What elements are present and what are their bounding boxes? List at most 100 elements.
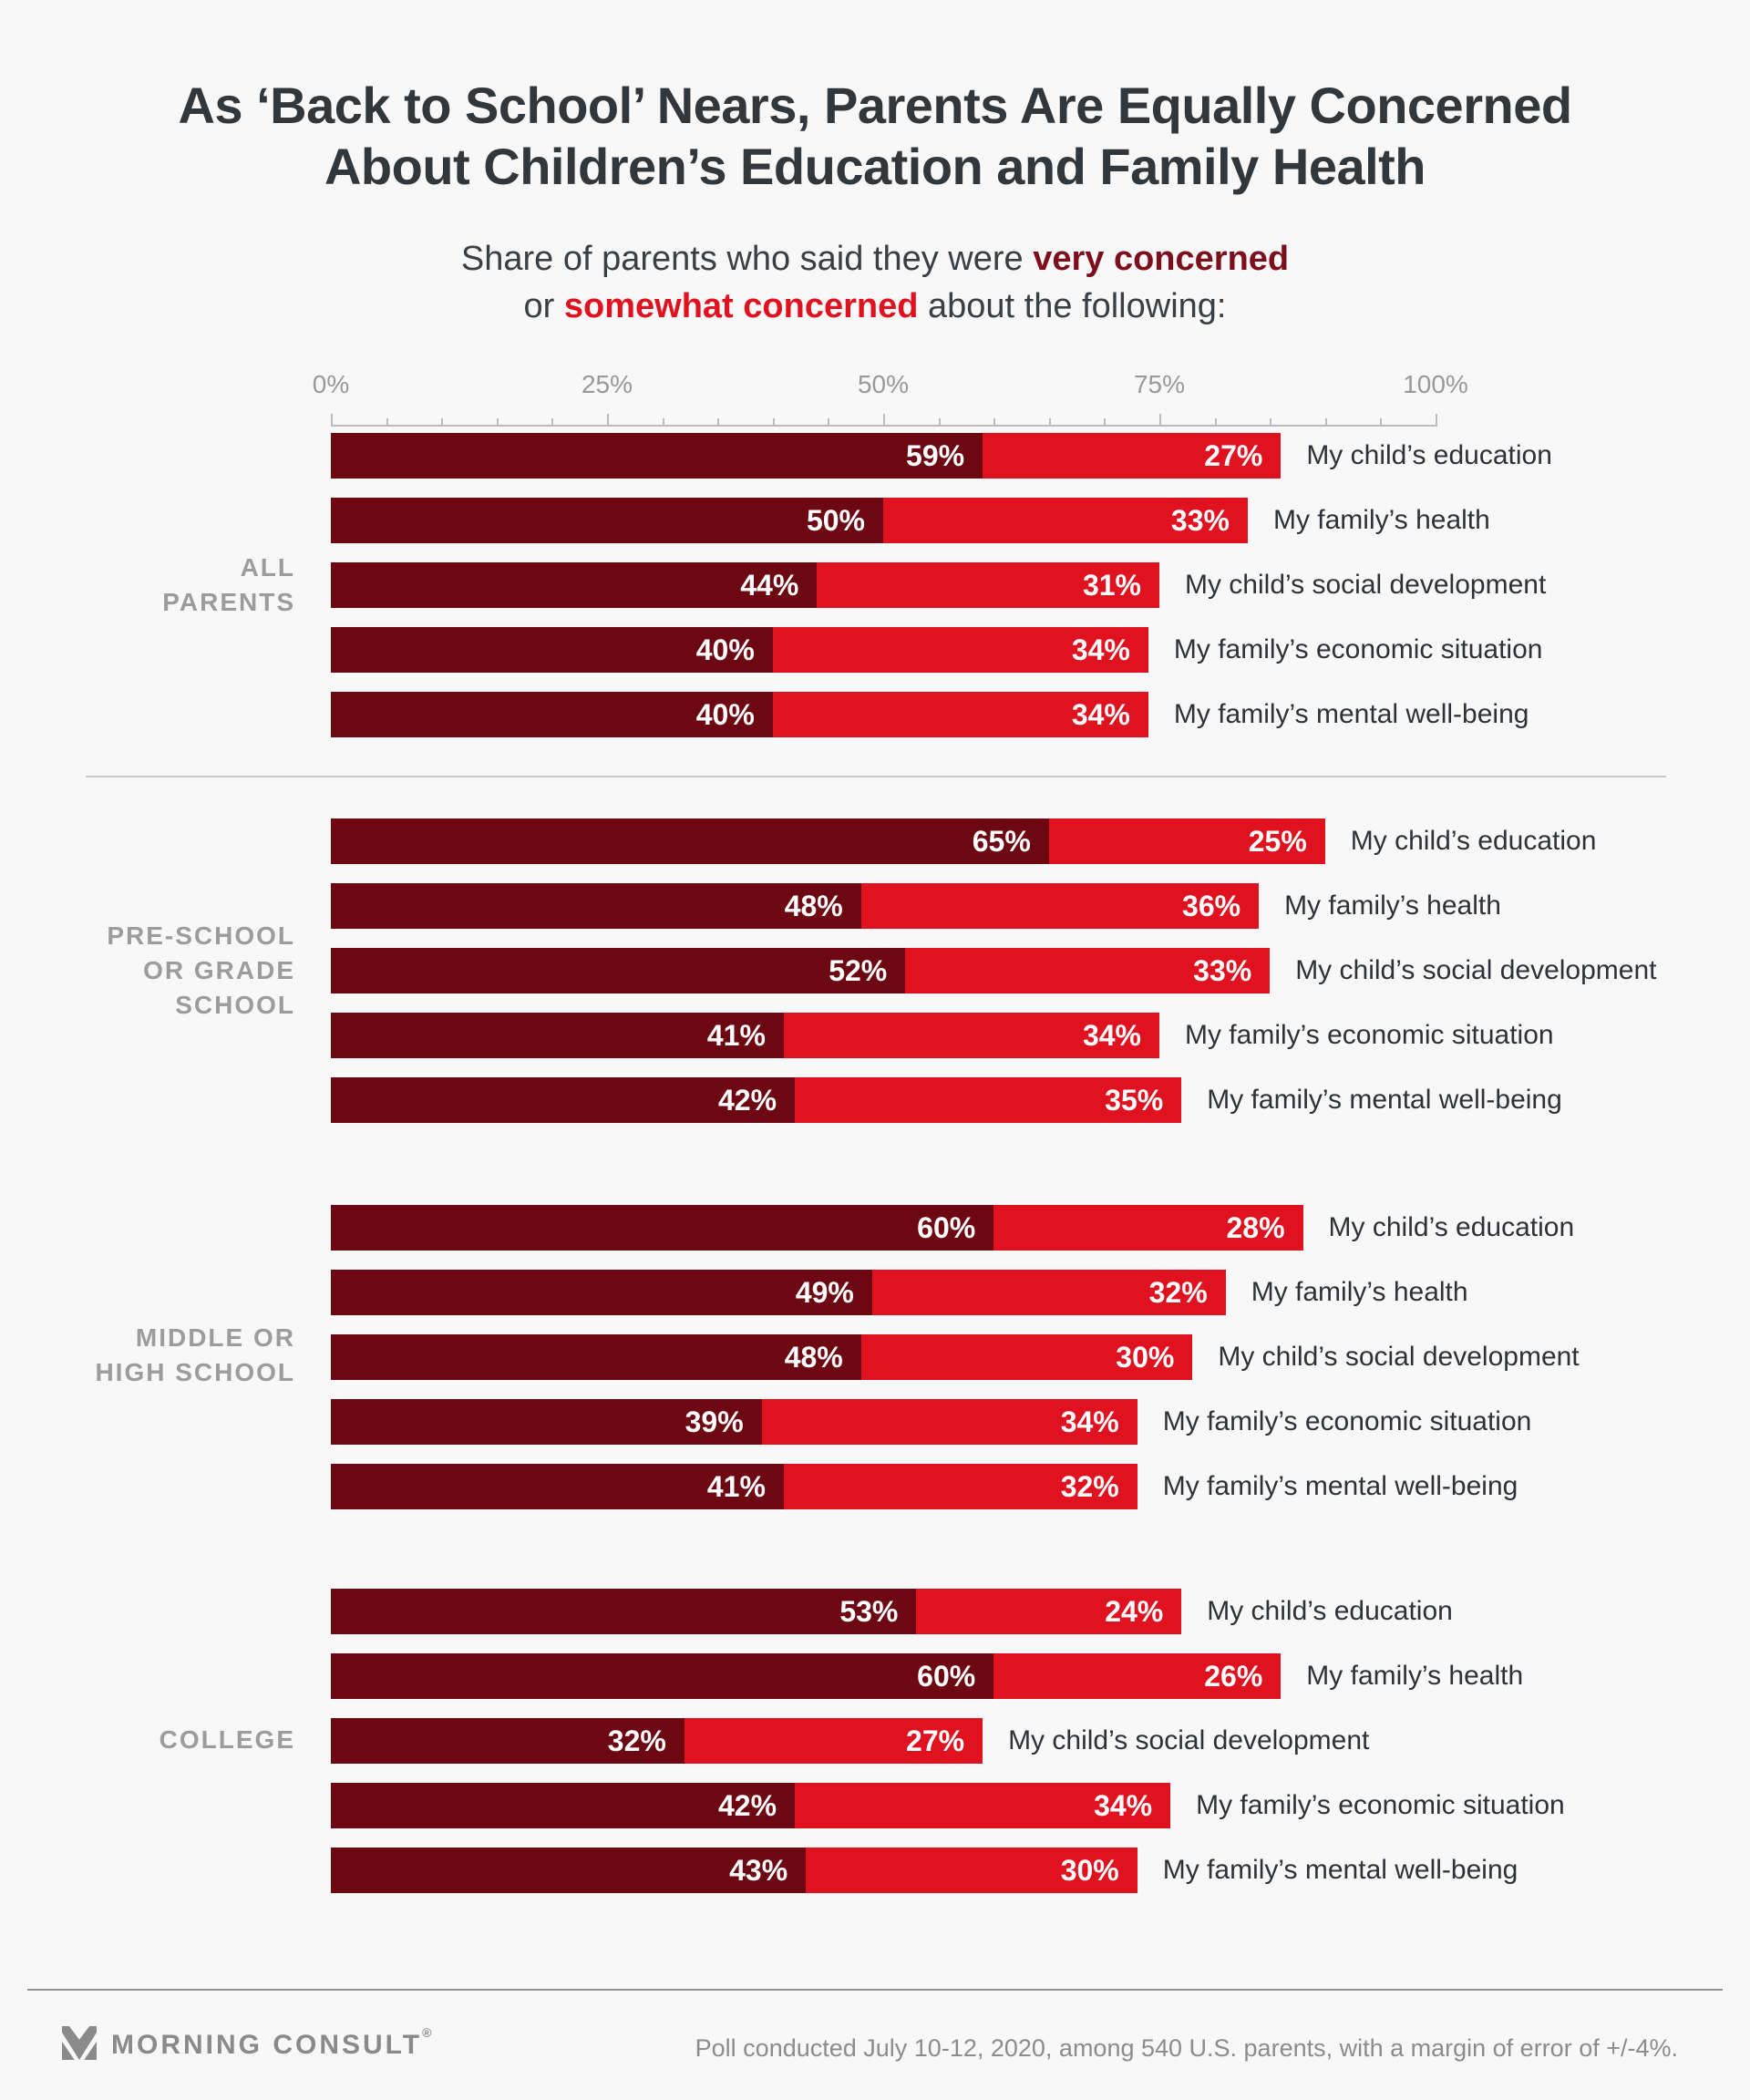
title-line-1: As ‘Back to School’ Nears, Parents Are E… — [178, 77, 1572, 134]
axis-tick — [1214, 418, 1217, 425]
bar-row: 40% 34% My family’s mental well-being — [331, 692, 1529, 737]
axis-tick-label: 50% — [857, 370, 910, 398]
bar-row: 32% 27% My child’s social development — [331, 1718, 1369, 1764]
bar-row: 65% 25% My child’s education — [331, 818, 1596, 864]
bar-row: 42% 34% My family’s economic situation — [331, 1783, 1565, 1828]
bar-segment-very: 48% — [331, 1334, 861, 1380]
bar-value-very: 40% — [695, 633, 755, 666]
axis-tick — [662, 418, 664, 425]
axis-tick — [828, 418, 830, 425]
subtitle-accent-somewhat: somewhat concerned — [563, 287, 919, 325]
bar-category-label: My child’s social development — [1295, 955, 1657, 985]
bar-segment-very: 41% — [331, 1013, 784, 1058]
subtitle-line-2: or somewhat concerned about the followin… — [0, 283, 1750, 330]
bar-value-somewhat: 28% — [1226, 1210, 1285, 1244]
bar-segment-somewhat: 34% — [783, 1013, 1159, 1058]
bar-segment-somewhat: 27% — [983, 433, 1282, 479]
bar-category-label: My child’s social development — [1184, 570, 1547, 600]
bar-segment-very: 42% — [331, 1077, 796, 1123]
bar-category-label: My child’s social development — [1008, 1725, 1370, 1755]
bar-segment-very: 52% — [331, 948, 906, 993]
subtitle-text: about the following: — [918, 287, 1227, 325]
bar-segment-very: 53% — [331, 1589, 917, 1634]
bar-segment-very: 41% — [331, 1464, 784, 1509]
brand-logo: MORNING CONSULT® — [62, 2025, 431, 2061]
bar-segment-very: 60% — [331, 1205, 994, 1251]
bar-segment-very: 43% — [331, 1848, 807, 1893]
bar-row: 40% 34% My family’s economic situation — [331, 627, 1542, 673]
bar-segment-somewhat: 24% — [916, 1589, 1182, 1634]
axis-tick — [607, 414, 609, 425]
bar-row: 44% 31% My child’s social development — [331, 562, 1546, 608]
axis-tick — [1436, 414, 1437, 425]
bar-category-label: My child’s education — [1306, 440, 1552, 470]
axis-tick-label: 0% — [312, 370, 350, 398]
bar-category-label: My family’s economic situation — [1184, 1020, 1554, 1050]
bar-value-very: 52% — [829, 953, 888, 987]
group-label-line: PRE-SCHOOL — [107, 921, 295, 950]
bar-category-label: My child’s social development — [1218, 1342, 1580, 1372]
bar-value-somewhat: 36% — [1182, 889, 1241, 922]
bar-segment-somewhat: 36% — [860, 883, 1260, 929]
bar-category-label: My family’s mental well-being — [1162, 1471, 1518, 1501]
bar-segment-somewhat: 32% — [783, 1464, 1138, 1509]
group-label-line: ALL — [240, 553, 295, 582]
bar-value-somewhat: 32% — [1060, 1469, 1119, 1503]
bar-segment-somewhat: 32% — [871, 1270, 1226, 1315]
bar-category-label: My family’s health — [1284, 890, 1501, 921]
bar-value-somewhat: 25% — [1248, 824, 1307, 858]
bar-row: 50% 33% My family’s health — [331, 498, 1490, 543]
bar-segment-very: 50% — [331, 498, 883, 543]
bar-segment-somewhat: 25% — [1048, 818, 1325, 864]
bar-segment-somewhat: 35% — [795, 1077, 1182, 1123]
axis-tick — [883, 414, 885, 425]
bar-segment-very: 59% — [331, 433, 983, 479]
axis-tick — [1104, 418, 1107, 425]
bar-segment-very: 49% — [331, 1270, 872, 1315]
bar-segment-somewhat: 34% — [795, 1783, 1171, 1828]
bar-category-label: My family’s economic situation — [1162, 1406, 1532, 1436]
bar-category-label: My family’s health — [1306, 1661, 1524, 1691]
bar-category-label: My child’s education — [1328, 1212, 1575, 1242]
bar-row: 49% 32% My family’s health — [331, 1270, 1468, 1315]
axis-tick — [1048, 418, 1051, 425]
bar-segment-somewhat: 30% — [806, 1848, 1138, 1893]
brand-name-text: MORNING CONSULT — [111, 2030, 423, 2060]
bar-row: 60% 28% My child’s education — [331, 1205, 1574, 1251]
footer-divider-line — [27, 1989, 1723, 1991]
bar-value-somewhat: 34% — [1071, 697, 1130, 731]
axis-tick-labels: 0% 25% 50% 75% 100% — [313, 370, 1468, 403]
axis-tick — [1324, 418, 1327, 425]
bar-segment-very: 40% — [331, 692, 773, 737]
group-label: ALL PARENTS — [0, 551, 295, 620]
bar-row: 48% 30% My child’s social development — [331, 1334, 1580, 1380]
bar-row: 52% 33% My child’s social development — [331, 948, 1657, 993]
bar-segment-very: 65% — [331, 818, 1049, 864]
group-label-line: MIDDLE OR — [135, 1323, 295, 1352]
subtitle-line-1: Share of parents who said they were very… — [0, 235, 1750, 283]
bar-row: 41% 32% My family’s mental well-being — [331, 1464, 1518, 1509]
bar-value-very: 60% — [917, 1210, 976, 1244]
bar-row: 48% 36% My family’s health — [331, 883, 1501, 929]
bar-category-label: My family’s health — [1251, 1277, 1468, 1307]
brand-name: MORNING CONSULT® — [111, 2025, 431, 2061]
axis-tick — [772, 418, 775, 425]
bar-segment-very: 44% — [331, 562, 818, 608]
bar-segment-somewhat: 28% — [993, 1205, 1303, 1251]
group-separator-line — [86, 776, 1666, 777]
morning-consult-logo-icon — [62, 2025, 97, 2060]
bar-segment-very: 60% — [331, 1653, 994, 1699]
bar-row: 43% 30% My family’s mental well-being — [331, 1848, 1518, 1893]
axis-tick — [441, 418, 444, 425]
group-label-line: SCHOOL — [175, 991, 295, 1019]
bar-category-label: My family’s mental well-being — [1207, 1085, 1562, 1115]
poll-methodology-note: Poll conducted July 10-12, 2020, among 5… — [695, 2034, 1678, 2062]
bar-row: 60% 26% My family’s health — [331, 1653, 1523, 1699]
bar-value-very: 48% — [784, 1340, 843, 1374]
registered-mark: ® — [422, 2025, 432, 2040]
bar-category-label: My child’s education — [1350, 826, 1597, 856]
group-label-line: COLLEGE — [159, 1725, 295, 1754]
bar-value-very: 32% — [607, 1724, 666, 1757]
bar-segment-somewhat: 30% — [860, 1334, 1193, 1380]
bar-segment-very: 39% — [331, 1399, 762, 1445]
